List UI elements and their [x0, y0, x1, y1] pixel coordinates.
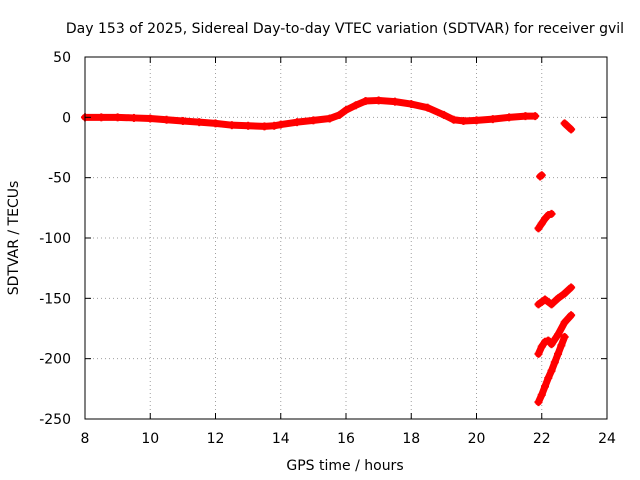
y-tick-label: -50 — [48, 171, 71, 187]
y-tick-label: 50 — [53, 50, 71, 66]
y-tick-label: -100 — [39, 231, 71, 247]
x-tick-label: 24 — [598, 431, 616, 447]
data-points — [81, 96, 576, 407]
x-tick-label: 8 — [81, 431, 90, 447]
data-point — [567, 125, 576, 134]
data-point — [531, 112, 540, 121]
x-tick-label: 16 — [337, 431, 355, 447]
grid-lines — [85, 57, 607, 419]
data-point — [567, 311, 576, 320]
y-axis-title: SDTVAR / TECUs — [6, 181, 22, 296]
x-tick-label: 14 — [272, 431, 290, 447]
chart-title: Day 153 of 2025, Sidereal Day-to-day VTE… — [66, 21, 624, 37]
x-tick-label: 12 — [207, 431, 225, 447]
data-band-segment — [561, 311, 575, 326]
x-axis-title: GPS time / hours — [286, 458, 403, 474]
y-tick-label: -200 — [39, 352, 71, 368]
x-tick-label: 18 — [402, 431, 420, 447]
y-axis-ticks: 50 0 -50 -100 -150 -200 -250 — [39, 50, 607, 428]
data-point — [567, 283, 576, 292]
x-axis-ticks: 8 10 12 14 16 18 20 22 24 — [81, 57, 616, 447]
x-tick-label: 20 — [468, 431, 486, 447]
data-band-segment — [561, 119, 575, 133]
data-band-segment — [561, 283, 575, 298]
data-point — [537, 171, 546, 180]
y-tick-label: -250 — [39, 412, 71, 428]
y-tick-label: -150 — [39, 291, 71, 307]
y-tick-label: 0 — [62, 110, 71, 126]
data-point — [560, 332, 569, 341]
x-tick-label: 10 — [141, 431, 159, 447]
x-tick-label: 22 — [533, 431, 551, 447]
data-point — [547, 209, 556, 218]
